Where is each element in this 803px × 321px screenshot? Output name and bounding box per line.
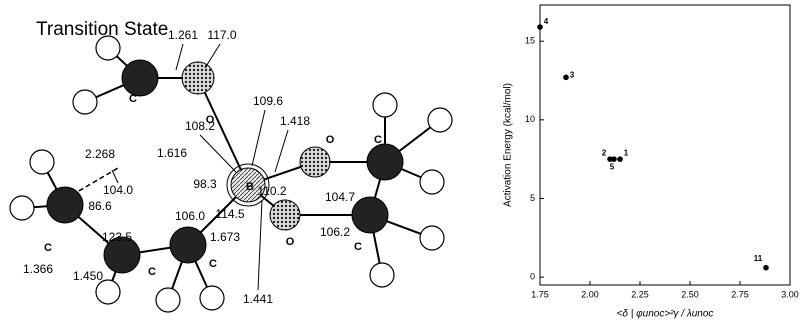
angle-label: 117.0 (207, 28, 236, 42)
atom-label: O (286, 236, 295, 248)
x-tick-label: 2.25 (631, 289, 649, 299)
atom-label: C (354, 241, 362, 253)
point-label: 5 (610, 162, 615, 171)
angle-label: 86.6 (88, 199, 112, 213)
bond-label: 2.268 (85, 147, 115, 161)
atom-label: C (44, 242, 52, 254)
bond-label: 1.261 (168, 28, 198, 42)
point (563, 75, 569, 81)
bond-label: 1.616 (157, 146, 187, 160)
bond-label: 1.441 (243, 292, 273, 306)
bond-label: 1.418 (280, 114, 310, 128)
atom-label: C (148, 266, 156, 278)
atom-label: O (326, 134, 335, 146)
angle-label: 98.3 (193, 177, 217, 191)
x-tick-label: 2.00 (581, 289, 599, 299)
x-tick-label: 2.75 (731, 289, 749, 299)
angle-label: 114.5 (215, 207, 244, 221)
bond-label: 1.450 (73, 269, 103, 283)
y-tick-label: 5 (530, 193, 535, 203)
x-axis-label: <δ | φunoc>²γ / λunoc (617, 309, 714, 320)
angle-label: 108.2 (185, 119, 215, 133)
point (537, 24, 543, 30)
point (763, 265, 769, 271)
y-axis-label: Activation Energy (kcal/mol) (503, 83, 514, 207)
atom-label: C (209, 258, 217, 270)
angle-label: 110.2 (257, 184, 286, 198)
x-tick-label: 2.50 (681, 289, 699, 299)
point-label: 1 (624, 148, 629, 157)
point (611, 156, 617, 162)
point-label: 3 (570, 70, 575, 79)
y-tick-label: 15 (525, 36, 535, 46)
bond-label: 1.673 (210, 230, 240, 244)
x-tick-label: 3.00 (781, 289, 799, 299)
angle-label: 109.6 (253, 94, 283, 108)
atom-label: B (246, 181, 254, 193)
atom-label: C (374, 134, 382, 146)
figure: Transition State (0, 0, 803, 321)
angle-label: 104.7 (325, 190, 355, 204)
angle-label: 106.0 (175, 209, 205, 223)
y-tick-label: 10 (525, 114, 535, 124)
point (617, 156, 623, 162)
atom-label: C (129, 93, 137, 105)
angle-label: 123.5 (102, 230, 132, 244)
x-tick-label: 1.75 (531, 289, 549, 299)
molecule: Transition State (10, 19, 452, 312)
point-label: 2 (602, 148, 607, 157)
angle-label: 106.2 (320, 225, 350, 239)
plot-frame (540, 5, 790, 285)
y-tick-label: 0 (530, 272, 535, 282)
bond-label: 1.366 (23, 262, 53, 276)
scatter-chart: Activation Energy (kcal/mol) <δ | φunoc>… (503, 5, 799, 320)
angle-label: 104.0 (103, 183, 133, 197)
point-label: 11 (754, 254, 763, 263)
point-label: 4 (544, 17, 549, 26)
